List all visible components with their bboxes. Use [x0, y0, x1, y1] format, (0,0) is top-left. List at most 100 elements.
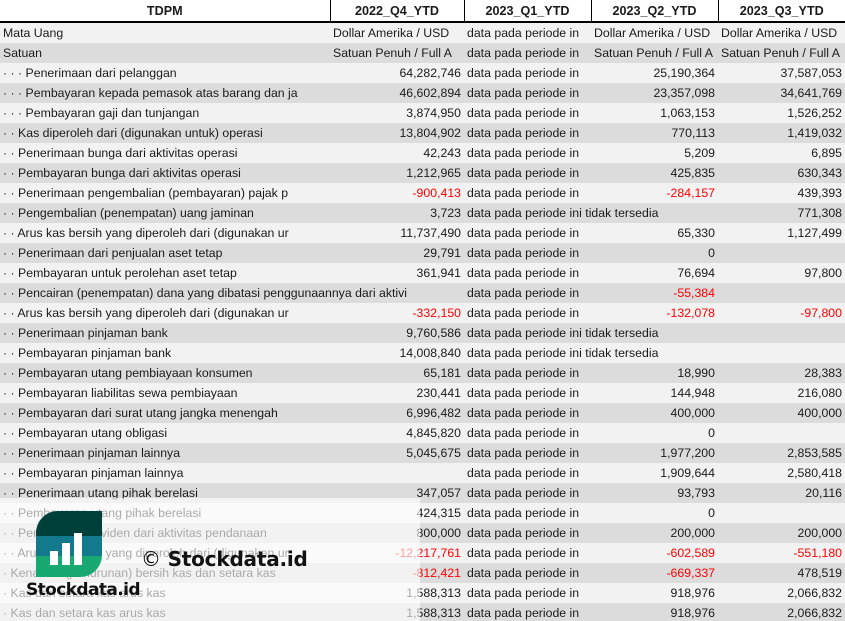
cell-2023-q2[interactable]: 5,209	[591, 143, 718, 163]
table-row[interactable]: · · Penerimaan dari penjualan aset tetap…	[0, 243, 845, 263]
row-label[interactable]: · · Penerimaan pengembalian (pembayaran)…	[0, 183, 330, 203]
cell-2023-q3[interactable]: 34,641,769	[718, 83, 845, 103]
column-header-2023-q1-ytd[interactable]: 2023_Q1_YTD	[463, 0, 592, 23]
cell-2023-q1[interactable]: data pada periode in	[464, 403, 591, 423]
cell-2023-q1[interactable]: data pada periode in	[464, 63, 591, 83]
cell-2023-q1[interactable]: data pada periode in	[464, 243, 591, 263]
cell-2022-q4[interactable]: 46,602,894	[330, 83, 464, 103]
meta-value-2023-q3[interactable]: Dollar Amerika / USD	[718, 22, 845, 43]
cell-2022-q4[interactable]: -12,217,761	[330, 543, 464, 563]
row-label[interactable]: · · Pembayaran pinjaman bank	[0, 343, 330, 363]
cell-2023-q3[interactable]: 2,580,418	[718, 463, 845, 483]
cell-2022-q4[interactable]: 3,874,950	[330, 103, 464, 123]
row-label[interactable]: · · Pembayaran dividen dari aktivitas pe…	[0, 523, 330, 543]
cell-2023-q1[interactable]: data pada periode ini tidak tersedia	[464, 323, 658, 343]
row-label[interactable]: · · · Penerimaan dari pelanggan	[0, 63, 330, 83]
cell-2022-q4[interactable]: -332,150	[330, 303, 464, 323]
cell-2023-q3[interactable]	[718, 423, 845, 443]
table-row[interactable]: · · Pembayaran utang pihak berelasi 424,3…	[0, 503, 845, 523]
cell-2022-q4[interactable]	[330, 283, 464, 303]
cell-2023-q3[interactable]	[718, 243, 845, 263]
cell-2022-q4[interactable]: 347,057	[330, 483, 464, 503]
cell-2023-q3[interactable]: -551,180	[718, 543, 845, 563]
column-header-2023-q2-ytd[interactable]: 2023_Q2_YTD	[590, 0, 719, 23]
cell-2022-q4[interactable]: 361,941	[330, 263, 464, 283]
row-label[interactable]: · · Pembayaran bunga dari aktivitas oper…	[0, 163, 330, 183]
table-row[interactable]: · · · Pembayaran kepada pemasok atas bar…	[0, 83, 845, 103]
cell-2023-q3[interactable]: 6,895	[718, 143, 845, 163]
cell-2023-q3[interactable]: 771,308	[718, 203, 845, 223]
table-row[interactable]: · · Pembayaran utang pembiayaan konsumen…	[0, 363, 845, 383]
cell-2023-q2[interactable]: 425,835	[591, 163, 718, 183]
row-label[interactable]: · · Pembayaran utang obligasi	[0, 423, 330, 443]
cell-2023-q3[interactable]: -97,800	[718, 303, 845, 323]
cell-2023-q2[interactable]: -284,157	[591, 183, 718, 203]
cell-2022-q4[interactable]: 800,000	[330, 523, 464, 543]
cell-2022-q4[interactable]	[330, 463, 464, 483]
cell-2023-q1[interactable]: data pada periode ini tidak tersedia	[464, 343, 658, 363]
cell-2023-q2[interactable]	[591, 343, 718, 363]
cell-2023-q2[interactable]: 0	[591, 423, 718, 443]
cell-2023-q3[interactable]: 630,343	[718, 163, 845, 183]
table-row[interactable]: · · Penerimaan pengembalian (pembayaran)…	[0, 183, 845, 203]
row-label[interactable]: · Kenaikan (penurunan) bersih kas dan se…	[0, 563, 330, 583]
cell-2022-q4[interactable]: 13,804,902	[330, 123, 464, 143]
cell-2023-q2[interactable]: 400,000	[591, 403, 718, 423]
row-label[interactable]: · Kas dan setara kas arus kas	[0, 583, 330, 603]
row-label[interactable]: · · Penerimaan bunga dari aktivitas oper…	[0, 143, 330, 163]
cell-2023-q2[interactable]: 0	[591, 503, 718, 523]
table-row[interactable]: · · Pembayaran bunga dari aktivitas oper…	[0, 163, 845, 183]
table-row[interactable]: · Kas dan setara kas arus kas 1,588,313 da…	[0, 583, 845, 603]
cell-2023-q3[interactable]: 1,127,499	[718, 223, 845, 243]
cell-2023-q3[interactable]: 400,000	[718, 403, 845, 423]
cell-2023-q1[interactable]: data pada periode in	[464, 143, 591, 163]
cell-2022-q4[interactable]: -900,413	[330, 183, 464, 203]
cell-2023-q2[interactable]: -669,337	[591, 563, 718, 583]
table-row[interactable]: · · Pembayaran pinjaman lainnya data pada…	[0, 463, 845, 483]
cell-2023-q1[interactable]: data pada periode in	[464, 483, 591, 503]
cell-2022-q4[interactable]: -812,421	[330, 563, 464, 583]
cell-2023-q1[interactable]: data pada periode in	[464, 583, 591, 603]
cell-2023-q2[interactable]: 144,948	[591, 383, 718, 403]
meta-label[interactable]: Mata Uang	[0, 22, 330, 43]
cell-2023-q1[interactable]: data pada periode in	[464, 83, 591, 103]
cell-2023-q1[interactable]: data pada periode in	[464, 163, 591, 183]
cell-2022-q4[interactable]: 29,791	[330, 243, 464, 263]
cell-2023-q2[interactable]: 1,909,644	[591, 463, 718, 483]
cell-2023-q3[interactable]	[718, 503, 845, 523]
row-label[interactable]: · · Arus kas bersih yang diperoleh dari …	[0, 303, 330, 323]
cell-2023-q2[interactable]: 200,000	[591, 523, 718, 543]
cell-2023-q1[interactable]: data pada periode in	[464, 523, 591, 543]
cell-2023-q1[interactable]: data pada periode in	[464, 503, 591, 523]
cell-2023-q1[interactable]: data pada periode in	[464, 443, 591, 463]
cell-2022-q4[interactable]: 64,282,746	[330, 63, 464, 83]
cell-2023-q3[interactable]: 439,393	[718, 183, 845, 203]
table-row[interactable]: · · Pengembalian (penempatan) uang jamin…	[0, 203, 845, 223]
cell-2023-q2[interactable]: -132,078	[591, 303, 718, 323]
cell-2023-q3[interactable]	[718, 283, 845, 303]
cell-2023-q2[interactable]: 23,357,098	[591, 83, 718, 103]
cell-2023-q2[interactable]: 918,976	[591, 583, 718, 603]
cell-2022-q4[interactable]: 1,588,313	[330, 583, 464, 603]
cell-2023-q1[interactable]: data pada periode in	[464, 123, 591, 143]
cell-2023-q3[interactable]: 216,080	[718, 383, 845, 403]
cell-2023-q1[interactable]: data pada periode in	[464, 363, 591, 383]
row-label[interactable]: · · Pembayaran utang pihak berelasi	[0, 503, 330, 523]
cell-2023-q1[interactable]: data pada periode in	[464, 463, 591, 483]
meta-value-2023-q2[interactable]: Dollar Amerika / USD	[591, 22, 718, 43]
row-label[interactable]: · · Pembayaran pinjaman lainnya	[0, 463, 330, 483]
meta-value-2022-q4[interactable]: Dollar Amerika / USD	[330, 22, 464, 43]
cell-2023-q3[interactable]	[718, 323, 845, 343]
table-row[interactable]: · · · Pembayaran gaji dan tunjangan 3,874…	[0, 103, 845, 123]
cell-2023-q2[interactable]: 770,113	[591, 123, 718, 143]
row-label[interactable]: · · Pembayaran untuk perolehan aset teta…	[0, 263, 330, 283]
meta-value-2022-q4[interactable]: Satuan Penuh / Full A	[330, 43, 464, 63]
cell-2023-q1[interactable]: data pada periode in	[464, 303, 591, 323]
column-header-2023-q3-ytd[interactable]: 2023_Q3_YTD	[717, 0, 845, 23]
row-label[interactable]: · · Arus kas bersih yang diperoleh dari …	[0, 223, 330, 243]
meta-value-2023-q2[interactable]: Satuan Penuh / Full A	[591, 43, 718, 63]
cell-2022-q4[interactable]: 11,737,490	[330, 223, 464, 243]
table-row[interactable]: · · Arus kas bersih yang diperoleh dari …	[0, 303, 845, 323]
table-row[interactable]: · · Arus kas bersih yang diperoleh dari …	[0, 543, 845, 563]
cell-2023-q2[interactable]: 65,330	[591, 223, 718, 243]
